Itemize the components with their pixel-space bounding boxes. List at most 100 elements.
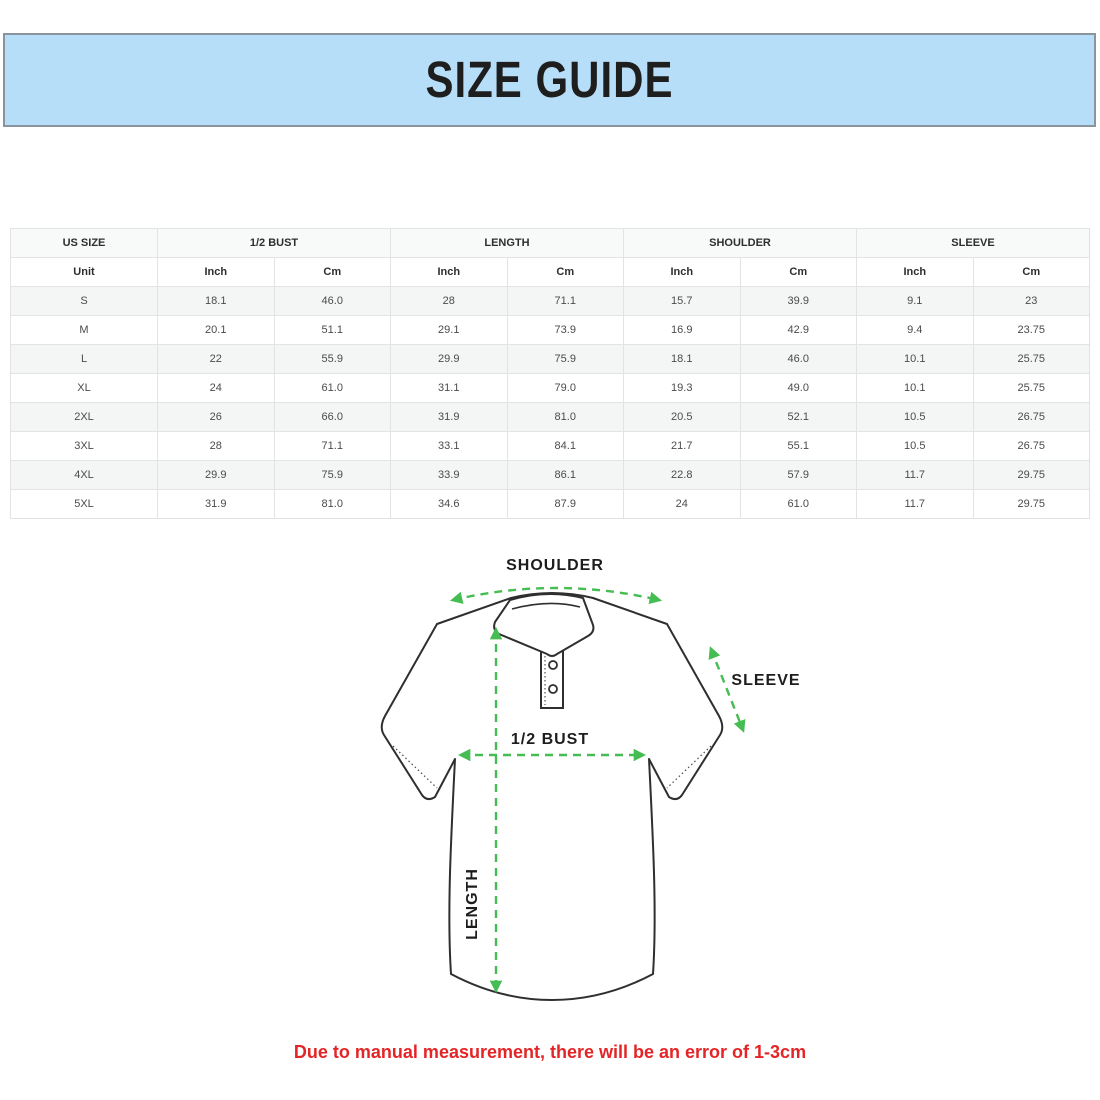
shirt-measurement-diagram: SHOULDER SLEEVE 1/2 BUST LENGTH xyxy=(365,548,805,1018)
unit-label-header: Unit xyxy=(10,257,158,287)
shoulder-label: SHOULDER xyxy=(506,557,604,574)
size-row-label: 5XL xyxy=(10,489,158,519)
measurement-cell: 81.0 xyxy=(506,402,624,432)
measurement-cell: 29.75 xyxy=(972,460,1090,490)
measurement-cell: 29.1 xyxy=(390,315,508,345)
measurement-cell: 33.1 xyxy=(390,431,508,461)
column-group-row: US SIZE 1/2 BUST LENGTH SHOULDER SLEEVE xyxy=(10,228,1090,258)
size-chart-body: S 18.1 46.0 28 71.1 15.7 39.9 9.1 23 M 20.1 51.1 29.… xyxy=(10,286,1090,519)
measurement-cell: 52.1 xyxy=(739,402,857,432)
measurement-cell: 71.1 xyxy=(506,286,624,316)
measurement-cell: 29.75 xyxy=(972,489,1090,519)
unit-header-cell: Inch xyxy=(390,257,508,287)
measurement-cell: 57.9 xyxy=(739,460,857,490)
page-title: SIZE GUIDE xyxy=(425,50,674,109)
column-group-header: LENGTH xyxy=(390,228,624,258)
measurement-cell: 10.5 xyxy=(856,402,974,432)
measurement-cell: 9.4 xyxy=(856,315,974,345)
sleeve-measure-arrow xyxy=(708,646,746,733)
measurement-cell: 71.1 xyxy=(273,431,391,461)
size-row-label: 2XL xyxy=(10,402,158,432)
measurement-cell: 84.1 xyxy=(506,431,624,461)
measurement-cell: 24 xyxy=(623,489,741,519)
column-group-header: SHOULDER xyxy=(623,228,857,258)
measurement-cell: 87.9 xyxy=(506,489,624,519)
measurement-cell: 42.9 xyxy=(739,315,857,345)
button-bottom xyxy=(548,684,558,694)
measurement-cell: 23.75 xyxy=(972,315,1090,345)
measurement-cell: 79.0 xyxy=(506,373,624,403)
unit-header-cell: Cm xyxy=(506,257,624,287)
size-row-label: 3XL xyxy=(10,431,158,461)
measurement-cell: 26.75 xyxy=(972,402,1090,432)
measurement-cell: 10.5 xyxy=(856,431,974,461)
size-row: 2XL 26 66.0 31.9 81.0 20.5 52.1 10.5 26.75 xyxy=(10,402,1090,432)
measurement-cell: 29.9 xyxy=(157,460,275,490)
unit-row: Unit Inch Cm Inch Cm Inch Cm Inch Cm xyxy=(10,257,1090,287)
measurement-cell: 22 xyxy=(157,344,275,374)
measurement-cell: 11.7 xyxy=(856,489,974,519)
measurement-cell: 28 xyxy=(157,431,275,461)
measurement-cell: 26 xyxy=(157,402,275,432)
column-group-header: US SIZE xyxy=(10,228,158,258)
measurement-cell: 49.0 xyxy=(739,373,857,403)
measurement-cell: 39.9 xyxy=(739,286,857,316)
measurement-cell: 11.7 xyxy=(856,460,974,490)
measurement-cell: 33.9 xyxy=(390,460,508,490)
measurement-cell: 81.0 xyxy=(273,489,391,519)
measurement-cell: 9.1 xyxy=(856,286,974,316)
measurement-cell: 29.9 xyxy=(390,344,508,374)
measurement-cell: 31.9 xyxy=(390,402,508,432)
measurement-cell: 10.1 xyxy=(856,344,974,374)
size-row: L 22 55.9 29.9 75.9 18.1 46.0 10.1 25.75 xyxy=(10,344,1090,374)
size-row-label: XL xyxy=(10,373,158,403)
size-row: 3XL 28 71.1 33.1 84.1 21.7 55.1 10.5 26.75 xyxy=(10,431,1090,461)
unit-header-cell: Cm xyxy=(972,257,1090,287)
measurement-cell: 73.9 xyxy=(506,315,624,345)
measurement-cell: 31.9 xyxy=(157,489,275,519)
measurement-cell: 61.0 xyxy=(273,373,391,403)
left-cuff-stitch xyxy=(392,745,438,789)
measurement-cell: 28 xyxy=(390,286,508,316)
measurement-cell: 46.0 xyxy=(273,286,391,316)
measurement-cell: 55.1 xyxy=(739,431,857,461)
measurement-disclaimer: Due to manual measurement, there will be… xyxy=(293,1042,807,1062)
measurement-cell: 26.75 xyxy=(972,431,1090,461)
shoulder-measure-arrow xyxy=(449,586,663,604)
unit-header-cell: Cm xyxy=(739,257,857,287)
size-row: M 20.1 51.1 29.1 73.9 16.9 42.9 9.4 23.75 xyxy=(10,315,1090,345)
measurement-cell: 22.8 xyxy=(623,460,741,490)
measurement-cell: 66.0 xyxy=(273,402,391,432)
measurement-cell: 25.75 xyxy=(972,344,1090,374)
measurement-cell: 10.1 xyxy=(856,373,974,403)
size-row: XL 24 61.0 31.1 79.0 19.3 49.0 10.1 25.75 xyxy=(10,373,1090,403)
measurement-cell: 55.9 xyxy=(273,344,391,374)
polo-shirt-illustration: SHOULDER SLEEVE 1/2 BUST LENGTH xyxy=(380,557,800,1001)
size-row: 5XL 31.9 81.0 34.6 87.9 24 61.0 11.7 29.75 xyxy=(10,489,1090,519)
length-label: LENGTH xyxy=(464,868,481,940)
measurement-cell: 18.1 xyxy=(157,286,275,316)
size-chart-table: US SIZE 1/2 BUST LENGTH SHOULDER SLEEVE Unit I… xyxy=(10,228,1090,519)
measurement-cell: 75.9 xyxy=(273,460,391,490)
column-group-header: 1/2 BUST xyxy=(157,228,391,258)
column-group-header: SLEEVE xyxy=(856,228,1090,258)
unit-header-cell: Inch xyxy=(856,257,974,287)
unit-header-cell: Cm xyxy=(273,257,391,287)
right-cuff-stitch xyxy=(666,745,712,789)
size-row-label: M xyxy=(10,315,158,345)
measurement-cell: 18.1 xyxy=(623,344,741,374)
measurement-cell: 75.9 xyxy=(506,344,624,374)
bust-label: 1/2 BUST xyxy=(511,731,589,748)
measurement-cell: 25.75 xyxy=(972,373,1090,403)
measurement-cell: 16.9 xyxy=(623,315,741,345)
unit-header-cell: Inch xyxy=(623,257,741,287)
sleeve-label: SLEEVE xyxy=(731,672,800,689)
size-guide-banner: SIZE GUIDE xyxy=(3,33,1096,127)
unit-header-cell: Inch xyxy=(157,257,275,287)
measurement-cell: 20.1 xyxy=(157,315,275,345)
size-row: S 18.1 46.0 28 71.1 15.7 39.9 9.1 23 xyxy=(10,286,1090,316)
measurement-cell: 15.7 xyxy=(623,286,741,316)
measurement-cell: 51.1 xyxy=(273,315,391,345)
measurement-cell: 61.0 xyxy=(739,489,857,519)
button-top xyxy=(548,660,558,670)
